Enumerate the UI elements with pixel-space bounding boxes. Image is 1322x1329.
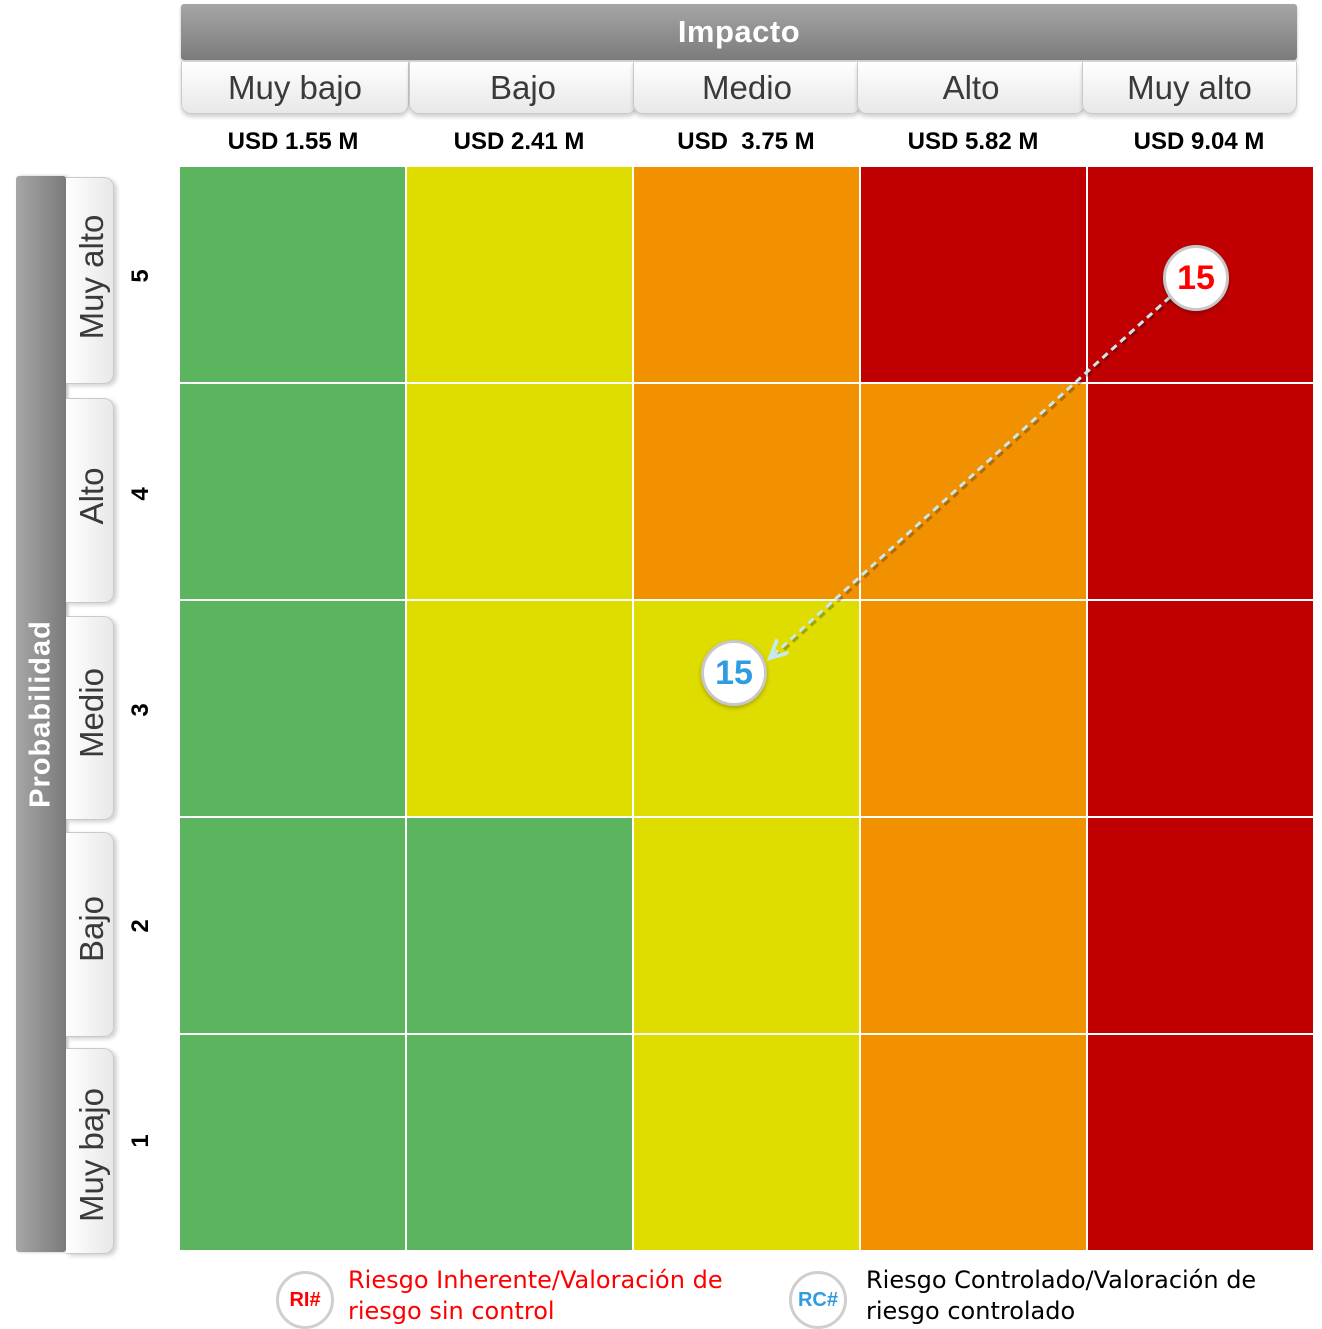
- matrix-cell-p1-i2: [407, 1035, 632, 1250]
- impact-level-bajo: Bajo: [409, 62, 637, 114]
- impact-value-4: USD 5.82 M: [907, 128, 1039, 155]
- matrix-cell-p2-i3: [634, 818, 859, 1033]
- impact-value-1: USD 1.55 M: [227, 128, 359, 155]
- matrix-cell-p4-i1: [180, 384, 405, 599]
- impact-level-muy-alto: Muy alto: [1082, 62, 1297, 114]
- matrix-cell-p5-i1: [180, 167, 405, 382]
- legend-controlled-badge-text: RC#: [797, 1288, 838, 1311]
- matrix-cell-p1-i3: [634, 1035, 859, 1250]
- legend-inherent-text: Riesgo Inherente/Valoración de riesgo si…: [348, 1265, 723, 1327]
- matrix-cell-p4-i2: [407, 384, 632, 599]
- impact-value-5: USD 9.04 M: [1133, 128, 1265, 155]
- probability-number-5: 5: [127, 269, 154, 283]
- matrix-cell-p3-i4: [861, 601, 1086, 816]
- matrix-cell-p4-i4: [861, 384, 1086, 599]
- matrix-cell-p3-i5: [1088, 601, 1313, 816]
- probability-label-4: Alto: [73, 467, 110, 525]
- matrix-cell-p3-i3: [634, 601, 859, 816]
- impact-level-medio: Medio: [633, 62, 861, 114]
- probability-label-2: Bajo: [73, 895, 110, 963]
- probability-number-2: 2: [127, 919, 154, 933]
- probability-label-3: Medio: [73, 668, 110, 758]
- inherent-risk-marker: 15: [1163, 245, 1229, 311]
- probability-level-bajo: [66, 832, 114, 1037]
- matrix-cell-p2-i4: [861, 818, 1086, 1033]
- probability-level-muy-bajo: [66, 1048, 114, 1254]
- legend-controlled-line2: riesgo controlado: [866, 1297, 1076, 1325]
- matrix-cell-p2-i5: [1088, 818, 1313, 1033]
- probability-level-medio: [66, 616, 114, 820]
- probability-label-5: Muy alto: [73, 214, 110, 340]
- impact-level-alto: Alto: [857, 62, 1085, 114]
- impact-value-3: USD 3.75 M: [677, 128, 815, 155]
- legend-controlled-badge: RC#: [789, 1271, 847, 1329]
- probability-header: [16, 176, 66, 1252]
- legend-inherent-badge: RI#: [276, 1271, 334, 1329]
- probability-title: Probabilidad: [24, 620, 57, 808]
- probability-label-1: Muy bajo: [73, 1088, 110, 1222]
- controlled-risk-marker: 15: [701, 640, 767, 706]
- matrix-cell-p1-i1: [180, 1035, 405, 1250]
- matrix-cell-p3-i1: [180, 601, 405, 816]
- inherent-risk-label: 15: [1177, 258, 1215, 297]
- probability-number-1: 1: [127, 1134, 154, 1148]
- matrix-cell-p2-i2: [407, 818, 632, 1033]
- legend-inherent-badge-text: RI#: [289, 1288, 321, 1311]
- probability-level-muy-alto: [66, 177, 114, 384]
- impact-value-2: USD 2.41 M: [453, 128, 585, 155]
- impact-header: Impacto: [181, 4, 1297, 60]
- probability-level-alto: [66, 398, 114, 603]
- risk-matrix: [180, 167, 1313, 1250]
- probability-number-3: 3: [127, 703, 154, 717]
- controlled-risk-label: 15: [715, 653, 753, 692]
- legend-controlled-text: Riesgo Controlado/Valoración de riesgo c…: [866, 1265, 1256, 1327]
- legend-inherent-line2: riesgo sin control: [348, 1297, 555, 1325]
- matrix-cell-p4-i3: [634, 384, 859, 599]
- matrix-cell-p5-i2: [407, 167, 632, 382]
- matrix-cell-p1-i5: [1088, 1035, 1313, 1250]
- impact-level-muy-bajo: Muy bajo: [181, 62, 409, 114]
- legend-controlled-line1: Riesgo Controlado/Valoración de: [866, 1266, 1257, 1294]
- matrix-cell-p3-i2: [407, 601, 632, 816]
- matrix-cell-p1-i4: [861, 1035, 1086, 1250]
- matrix-cell-p2-i1: [180, 818, 405, 1033]
- matrix-cell-p5-i3: [634, 167, 859, 382]
- probability-number-4: 4: [127, 487, 154, 501]
- legend-inherent-line1: Riesgo Inherente/Valoración de: [348, 1266, 723, 1294]
- matrix-cell-p4-i5: [1088, 384, 1313, 599]
- matrix-cell-p5-i4: [861, 167, 1086, 382]
